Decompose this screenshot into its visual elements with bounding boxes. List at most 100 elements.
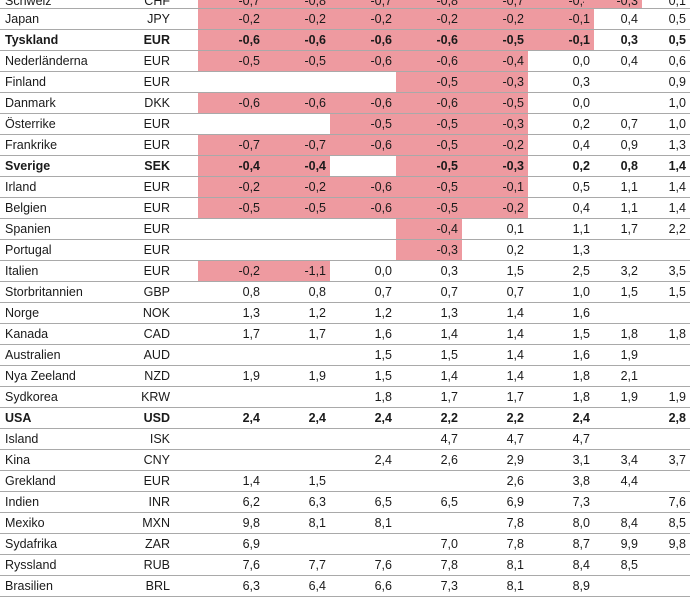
yield-cell: -0,7 <box>198 0 264 8</box>
yield-cell: 2,2 <box>506 411 524 425</box>
yield-cell <box>642 429 690 449</box>
yield-cell: 8,1 <box>374 516 392 530</box>
yield-cell: 1,8 <box>620 327 638 341</box>
country-name: Finland <box>5 75 46 89</box>
country-name: Italien <box>5 264 39 278</box>
table-row: Italien EUR -0,2 -1,1 0,0 0,3 1,5 2,5 3,2 3,5 <box>0 261 690 282</box>
yield-cell: 1,7 <box>242 327 260 341</box>
yield-cell: -0,5 <box>396 156 462 176</box>
currency-code: EUR <box>143 54 170 68</box>
currency-code: DKK <box>144 96 170 110</box>
yield-cell <box>264 240 330 260</box>
country-name: Japan <box>5 12 40 26</box>
yield-cell <box>330 72 396 92</box>
country-name: Grekland <box>5 474 56 488</box>
yield-cell: 1,5 <box>440 348 458 362</box>
yield-cell: 2,4 <box>242 411 260 425</box>
yield-cell: 2,4 <box>308 411 326 425</box>
yield-cell: 0,7 <box>620 117 638 131</box>
yield-cell: 3,8 <box>572 474 590 488</box>
country-name: Tyskland <box>5 33 59 47</box>
yield-cell: -0,5 <box>396 135 462 155</box>
yield-cell: 7,8 <box>506 537 524 551</box>
yield-cell: -0,2 <box>198 177 264 197</box>
yield-cell: 0,4 <box>620 54 638 68</box>
yield-cell: 1,2 <box>374 306 392 320</box>
yield-cell: -0,5 <box>396 114 462 134</box>
yield-cell: 6,4 <box>308 579 326 593</box>
yield-cell: 1,7 <box>308 327 326 341</box>
table-row: Sydafrika ZAR 6,9 7,0 7,8 8,7 9,9 9,8 <box>0 534 690 555</box>
yield-cell: 2,4 <box>374 453 392 467</box>
yield-cell <box>584 429 642 449</box>
yield-cell: 1,5 <box>374 348 392 362</box>
yield-cell: 1,0 <box>668 96 686 110</box>
yield-cell: 0,3 <box>620 33 638 47</box>
country-name: Nya Zeeland <box>5 369 76 383</box>
table-row: Sydkorea KRW 1,8 1,7 1,7 1,8 1,9 1,9 <box>0 387 690 408</box>
yield-cell: 1,3 <box>572 243 590 257</box>
yield-cell <box>642 345 690 365</box>
yield-cell <box>642 555 690 575</box>
yield-cell: -0,2 <box>462 9 528 29</box>
yield-cell: 6,3 <box>242 579 260 593</box>
yield-cell: 7,3 <box>440 579 458 593</box>
yield-cell: 0,3 <box>440 264 458 278</box>
yield-cell: 0,7 <box>506 285 524 299</box>
yield-cell: 0,0 <box>572 96 590 110</box>
yield-cell <box>264 387 330 407</box>
yield-cell: 1,4 <box>668 201 686 215</box>
yield-cell: -0,6 <box>396 51 462 71</box>
yield-cell: 6,9 <box>506 495 524 509</box>
country-name: Spanien <box>5 222 51 236</box>
yield-cell: 1,1 <box>620 201 638 215</box>
yield-cell <box>198 240 264 260</box>
yield-cell: 2,4 <box>374 411 392 425</box>
currency-code: RUB <box>143 558 170 572</box>
yield-cell: 1,9 <box>620 390 638 404</box>
yield-cell: 8,1 <box>506 558 524 572</box>
table-row: Island ISK 4,7 4,7 4,7 <box>0 429 690 450</box>
currency-code: EUR <box>143 75 170 89</box>
country-name: Schweiz <box>5 0 52 8</box>
table-row: Indien INR 6,2 6,3 6,5 6,5 6,9 7,3 7,6 <box>0 492 690 513</box>
yield-cell <box>330 534 396 554</box>
yield-cell: 2,2 <box>440 411 458 425</box>
yield-cell: 0,1 <box>506 222 524 236</box>
country-name: USA <box>5 411 32 425</box>
yield-cell <box>584 408 642 428</box>
yield-cell: 1,3 <box>242 306 260 320</box>
table-row: Kanada CAD 1,7 1,7 1,6 1,4 1,4 1,5 1,8 1,8 <box>0 324 690 345</box>
yield-cell: -0,2 <box>396 9 462 29</box>
currency-code: CNY <box>143 453 170 467</box>
yield-cell: 1,3 <box>440 306 458 320</box>
yield-cell <box>198 219 264 239</box>
table-row: Spanien EUR -0,4 0,1 1,1 1,7 2,2 <box>0 219 690 240</box>
yield-cell: 1,8 <box>572 390 590 404</box>
yield-cell: 2,2 <box>668 222 686 236</box>
yield-cell: -0,2 <box>264 177 330 197</box>
currency-code: MXN <box>142 516 170 530</box>
yield-cell <box>642 471 690 491</box>
yield-cell: 0,2 <box>506 243 524 257</box>
yield-cell <box>584 240 642 260</box>
yield-cell: -0,2 <box>462 198 528 218</box>
yield-cell: -0,7 <box>330 0 396 8</box>
yield-cell: 1,0 <box>572 285 590 299</box>
yield-cell: 1,5 <box>620 285 638 299</box>
yield-cell: -0,5 <box>462 30 528 50</box>
table-row: Belgien EUR -0,5 -0,5 -0,6 -0,5 -0,2 0,4 1,1 1,4 <box>0 198 690 219</box>
yield-cell: 1,9 <box>308 369 326 383</box>
yield-cell: -0,7 <box>198 135 264 155</box>
yield-cell: -0,6 <box>330 135 396 155</box>
yield-cell: 1,4 <box>668 159 686 173</box>
yield-cell: 0,5 <box>668 33 686 47</box>
country-name: Norge <box>5 306 40 320</box>
currency-code: GBP <box>143 285 170 299</box>
currency-code: ZAR <box>145 537 170 551</box>
yield-cell: 0,5 <box>572 180 590 194</box>
yield-cell: 1,4 <box>242 474 260 488</box>
yield-cell <box>264 345 330 365</box>
yield-cell: -0,7 <box>264 135 330 155</box>
yield-cell: 2,6 <box>506 474 524 488</box>
